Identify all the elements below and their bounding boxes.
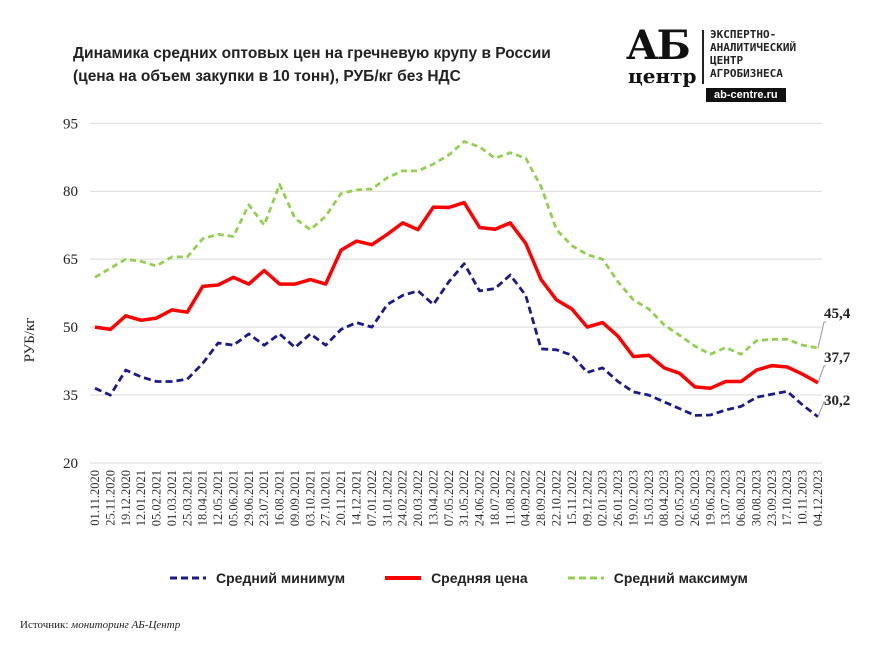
y-axis-label: РУБ/кг [22,318,38,363]
logo-text: ЭКСПЕРТНО- АНАЛИТИЧЕСКИЙ ЦЕНТР АГРОБИЗНЕ… [710,28,796,80]
y-tick-label: 35 [63,388,78,404]
legend-item-avg: Средняя цена [385,570,528,586]
x-tick-label: 04.12.2023 [811,470,825,526]
source-note: Источник: мониторинг АБ-Центр [20,619,180,631]
x-tick-label: 20.11.2021 [334,470,348,526]
x-tick-label: 24.06.2022 [473,470,487,526]
x-tick-label: 31.01.2022 [380,470,394,526]
legend: Средний минимум Средняя цена Средний мак… [170,570,748,586]
ab-centre-logo: АБ центр ЭКСПЕРТНО- АНАЛИТИЧЕСКИЙ ЦЕНТР … [622,26,842,104]
logo-divider [702,30,704,84]
logo-mark: АБ [626,22,691,69]
end-value-label: 45,4 [824,306,851,322]
series-line [94,262,819,418]
x-tick-label: 11.08.2022 [503,470,517,526]
end-label-leader [817,401,826,417]
y-tick-label: 65 [63,252,78,268]
y-tick-label: 20 [63,456,78,472]
x-tick-label: 19.06.2023 [703,470,717,526]
end-value-label: 30,2 [824,393,850,409]
x-tick-label: 20.03.2022 [411,470,425,526]
legend-item-max: Средний максимум [567,570,748,586]
x-tick-label: 13.07.2023 [719,470,733,526]
x-tick-label: 19.02.2023 [626,470,640,526]
x-tick-label: 05.02.2021 [150,470,164,526]
logo-mark-sub: центр [628,64,697,88]
legend-swatch-min [170,576,206,580]
x-tick-label: 24.02.2022 [396,470,410,526]
x-tick-label: 17.10.2023 [780,470,794,526]
x-tick-label: 07.05.2022 [442,470,456,526]
x-tick-label: 26.01.2023 [611,470,625,526]
x-tick-label: 26.05.2023 [688,470,702,526]
legend-swatch-avg [385,576,422,580]
x-tick-label: 01.11.2020 [88,470,102,526]
x-tick-label: 09.09.2021 [288,470,302,526]
source-value: мониторинг АБ-Центр [71,619,181,631]
x-tick-label: 18.07.2022 [488,470,502,526]
x-tick-label: 04.09.2022 [519,470,533,526]
x-tick-label: 10.11.2023 [796,470,810,526]
logo-url: ab-centre.ru [706,88,786,102]
series-line [94,139,819,356]
x-tick-label: 02.05.2023 [673,470,687,526]
source-label: Источник: [20,619,69,631]
x-tick-label: 03.10.2021 [303,470,317,526]
y-tick-label: 50 [63,320,78,336]
x-tick-label: 15.11.2022 [565,470,579,526]
legend-swatch-max [567,576,604,580]
x-tick-label: 16.08.2021 [273,470,287,526]
x-tick-label: 27.10.2021 [319,470,333,526]
x-tick-label: 08.04.2023 [657,470,671,526]
x-tick-label: 19.12.2020 [119,470,133,526]
x-tick-label: 31.05.2022 [457,470,471,526]
logo-line: АГРОБИЗНЕСА [710,67,783,80]
x-tick-label: 15.03.2023 [642,470,656,526]
legend-label-min: Средний минимум [216,570,346,586]
x-tick-label: 02.01.2023 [596,470,610,526]
x-tick-label: 07.01.2022 [365,470,379,526]
x-tick-label: 12.05.2021 [211,470,225,526]
legend-label-avg: Средняя цена [431,570,528,586]
x-tick-label: 01.03.2021 [165,470,179,526]
x-tick-label: 12.01.2021 [134,470,148,526]
end-value-label: 37,7 [824,350,851,366]
end-label-leader [817,321,826,349]
logo-line: ЦЕНТР [710,54,744,67]
logo-line: ЭКСПЕРТНО- [710,28,777,41]
x-tick-label: 22.10.2022 [549,470,563,526]
legend-item-min: Средний минимум [170,570,345,586]
x-tick-label: 29.06.2021 [242,470,256,526]
title-line-1: Динамика средних оптовых цен на гречневу… [73,45,551,62]
x-tick-label: 25.03.2021 [180,470,194,526]
y-tick-label: 95 [63,116,78,132]
x-tick-label: 30.08.2023 [749,470,763,526]
x-tick-label: 09.12.2022 [580,470,594,526]
legend-label-max: Средний максимум [613,570,748,586]
x-tick-label: 18.04.2021 [196,470,210,526]
x-tick-label: 28.09.2022 [534,470,548,526]
y-tick-label: 80 [63,184,78,200]
x-tick-label: 06.08.2023 [734,470,748,526]
x-tick-label: 23.09.2023 [765,470,779,526]
x-tick-label: 13.04.2022 [426,470,440,526]
x-tick-label: 14.12.2021 [350,470,364,526]
x-tick-label: 05.06.2021 [226,470,240,526]
series-line [94,200,819,391]
x-tick-label: 25.11.2020 [103,470,117,526]
x-tick-label: 23.07.2021 [257,470,271,526]
logo-line: АНАЛИТИЧЕСКИЙ [710,41,797,54]
end-label-leader [817,365,826,383]
chart-title: Динамика средних оптовых цен на гречневу… [73,42,551,88]
title-line-2: (цена на объем закупки в 10 тонн), РУБ/к… [73,68,461,85]
